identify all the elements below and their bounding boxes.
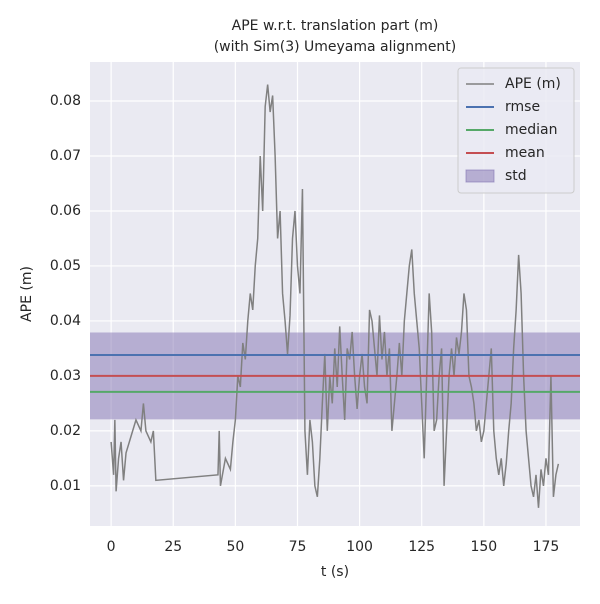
- x-tick-label: 125: [408, 539, 435, 555]
- legend-swatch: [465, 169, 495, 183]
- x-axis-label: t (s): [321, 564, 349, 580]
- y-tick-label: 0.03: [50, 368, 81, 384]
- x-tick-label: 25: [164, 539, 182, 555]
- chart-subtitle: (with Sim(3) Umeyama alignment): [214, 39, 457, 55]
- x-tick-label: 150: [470, 539, 497, 555]
- y-tick-label: 0.08: [50, 93, 81, 109]
- legend-label: rmse: [505, 99, 540, 115]
- x-tick-label: 100: [346, 539, 373, 555]
- legend-label: APE (m): [505, 76, 561, 92]
- y-tick-label: 0.05: [50, 258, 81, 274]
- x-tick-label: 175: [533, 539, 560, 555]
- series-line: [110, 84, 560, 508]
- legend-label: std: [505, 168, 527, 184]
- x-tick-label: 0: [107, 539, 116, 555]
- y-tick-label: 0.06: [50, 203, 81, 219]
- y-axis-label: APE (m): [19, 266, 35, 322]
- legend-box: [457, 67, 575, 194]
- y-tick-label: 0.04: [50, 313, 81, 329]
- y-tick-label: 0.02: [50, 423, 81, 439]
- legend-label: median: [505, 122, 557, 138]
- x-tick-label: 50: [226, 539, 244, 555]
- legend: APE (m) rmse median mean std: [457, 67, 575, 194]
- y-tick-label: 0.01: [50, 478, 81, 494]
- marks: [90, 84, 580, 508]
- y-tick-label: 0.07: [50, 148, 81, 164]
- chart-title: APE w.r.t. translation part (m): [232, 18, 439, 34]
- x-tick-label: 75: [289, 539, 307, 555]
- legend-label: mean: [505, 145, 545, 161]
